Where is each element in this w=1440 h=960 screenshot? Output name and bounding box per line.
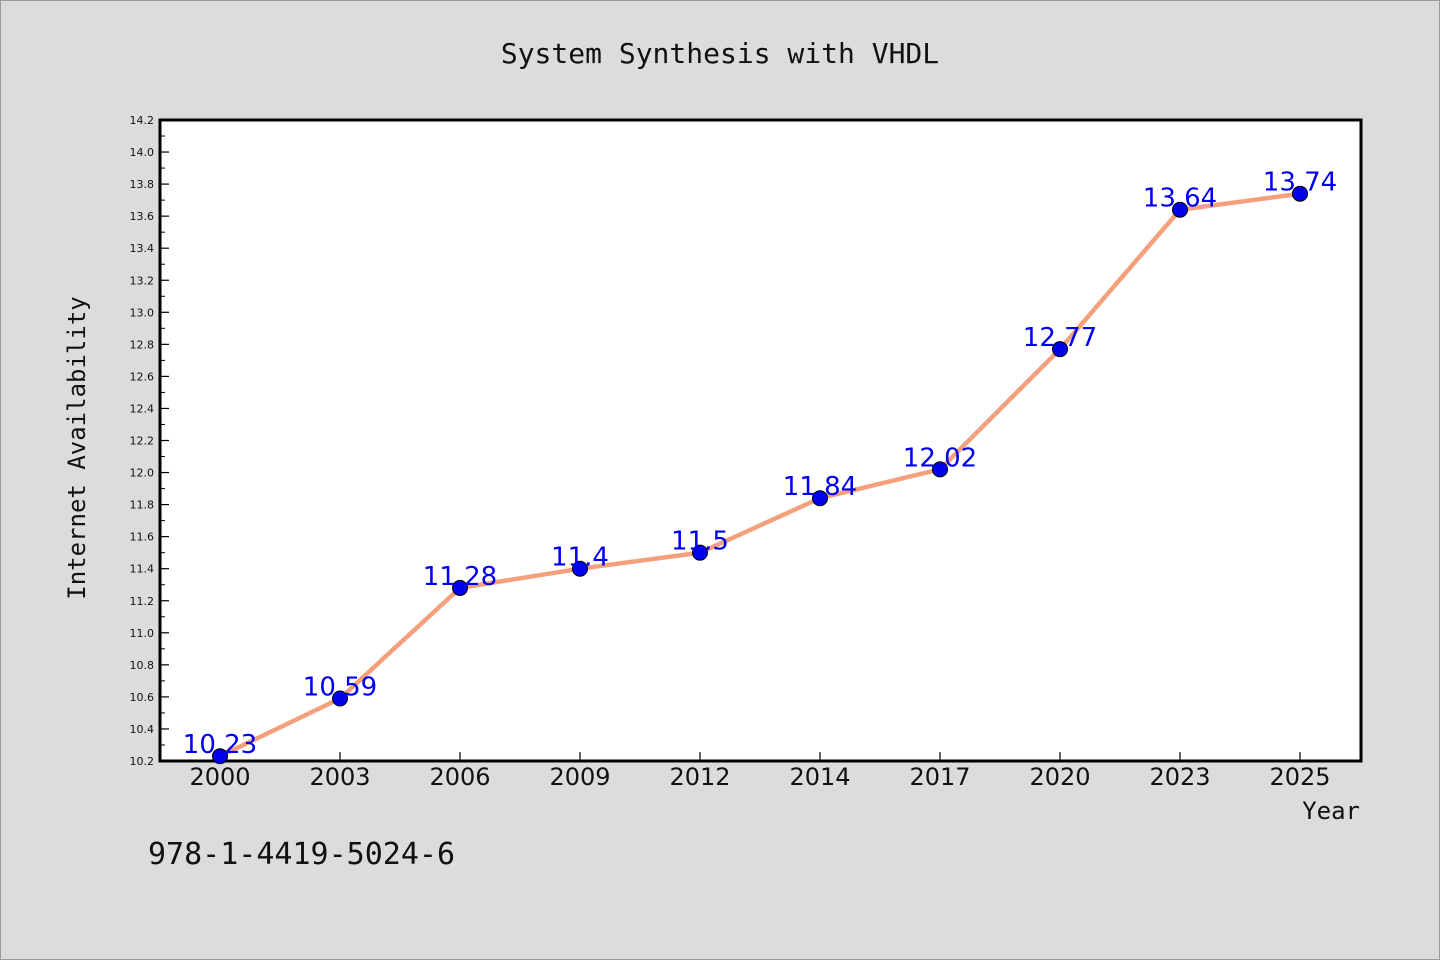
data-label: 11.84 [783, 472, 857, 502]
y-tick-label: 12.8 [130, 338, 155, 351]
y-tick-label: 10.8 [130, 659, 155, 672]
y-tick-label: 10.6 [130, 691, 155, 704]
x-tick-label: 2023 [1149, 763, 1210, 791]
y-tick-label: 13.8 [130, 178, 155, 191]
y-tick-label: 12.6 [130, 370, 155, 383]
x-tick-label: 2009 [549, 763, 610, 791]
x-tick-label: 2017 [909, 763, 970, 791]
y-tick-label: 13.4 [130, 242, 155, 255]
y-tick-label: 12.4 [130, 402, 155, 415]
y-tick-label: 10.4 [130, 723, 155, 736]
data-label: 10.59 [303, 673, 377, 703]
x-axis-label: Year [1302, 797, 1360, 825]
data-label: 13.74 [1263, 168, 1337, 198]
chart-title: System Synthesis with VHDL [501, 37, 939, 70]
series-line [217, 191, 1303, 759]
data-point [1292, 185, 1308, 202]
data-label: 13.64 [1143, 184, 1217, 214]
x-tick-label: 2000 [189, 763, 250, 791]
y-tick-label: 14.0 [130, 146, 155, 159]
y-tick-label: 11.4 [130, 563, 155, 576]
x-tick-label: 2012 [669, 763, 730, 791]
data-point [1172, 201, 1188, 218]
footer-isbn: 978-1-4419-5024-6 [148, 837, 455, 872]
data-label: 11.28 [423, 562, 497, 592]
data-markers [212, 185, 1308, 765]
x-axis: 2000 2003 2006 2009 2012 2014 2017 2020 2023 2025 [189, 752, 1331, 791]
series-line-group [217, 191, 1303, 759]
x-tick-label: 2020 [1029, 763, 1090, 791]
y-tick-label: 13.6 [130, 210, 155, 223]
data-point [692, 544, 708, 561]
data-point [452, 579, 468, 596]
y-tick-label: 12.2 [130, 435, 155, 448]
y-axis-label: Internet Availability [63, 296, 91, 599]
data-label: 12.02 [903, 443, 977, 473]
y-tick-label: 11.6 [130, 531, 155, 544]
data-label: 12.77 [1023, 323, 1097, 353]
data-point [1052, 341, 1068, 358]
data-point [572, 560, 588, 577]
data-label: 10.23 [183, 730, 257, 760]
y-tick-label: 11.2 [130, 595, 155, 608]
y-tick-label: 11.8 [130, 499, 155, 512]
x-tick-label: 2006 [429, 763, 490, 791]
x-tick-label: 2025 [1269, 763, 1330, 791]
y-axis: 10.2 10.4 10.6 10.8 11.0 11.2 11.4 11.6 11.8 12.0… [130, 114, 169, 768]
plot-area [158, 118, 1363, 763]
y-tick-label: 13.0 [130, 306, 155, 319]
data-label: 11.5 [671, 527, 729, 557]
data-point [212, 748, 228, 765]
data-point [332, 690, 348, 707]
y-tick-label: 11.0 [130, 627, 155, 640]
x-tick-label: 2003 [309, 763, 370, 791]
data-point [932, 461, 948, 478]
y-tick-label: 13.2 [130, 274, 155, 287]
y-tick-label: 12.0 [130, 467, 155, 480]
x-tick-label: 2014 [789, 763, 850, 791]
data-point [812, 490, 828, 507]
data-labels: 10.23 10.59 11.28 11.4 11.5 11.84 12.02 12.77 13… [183, 168, 1337, 760]
data-label: 11.4 [551, 543, 609, 573]
y-tick-label: 14.2 [130, 114, 155, 127]
y-tick-label: 10.2 [130, 755, 155, 768]
